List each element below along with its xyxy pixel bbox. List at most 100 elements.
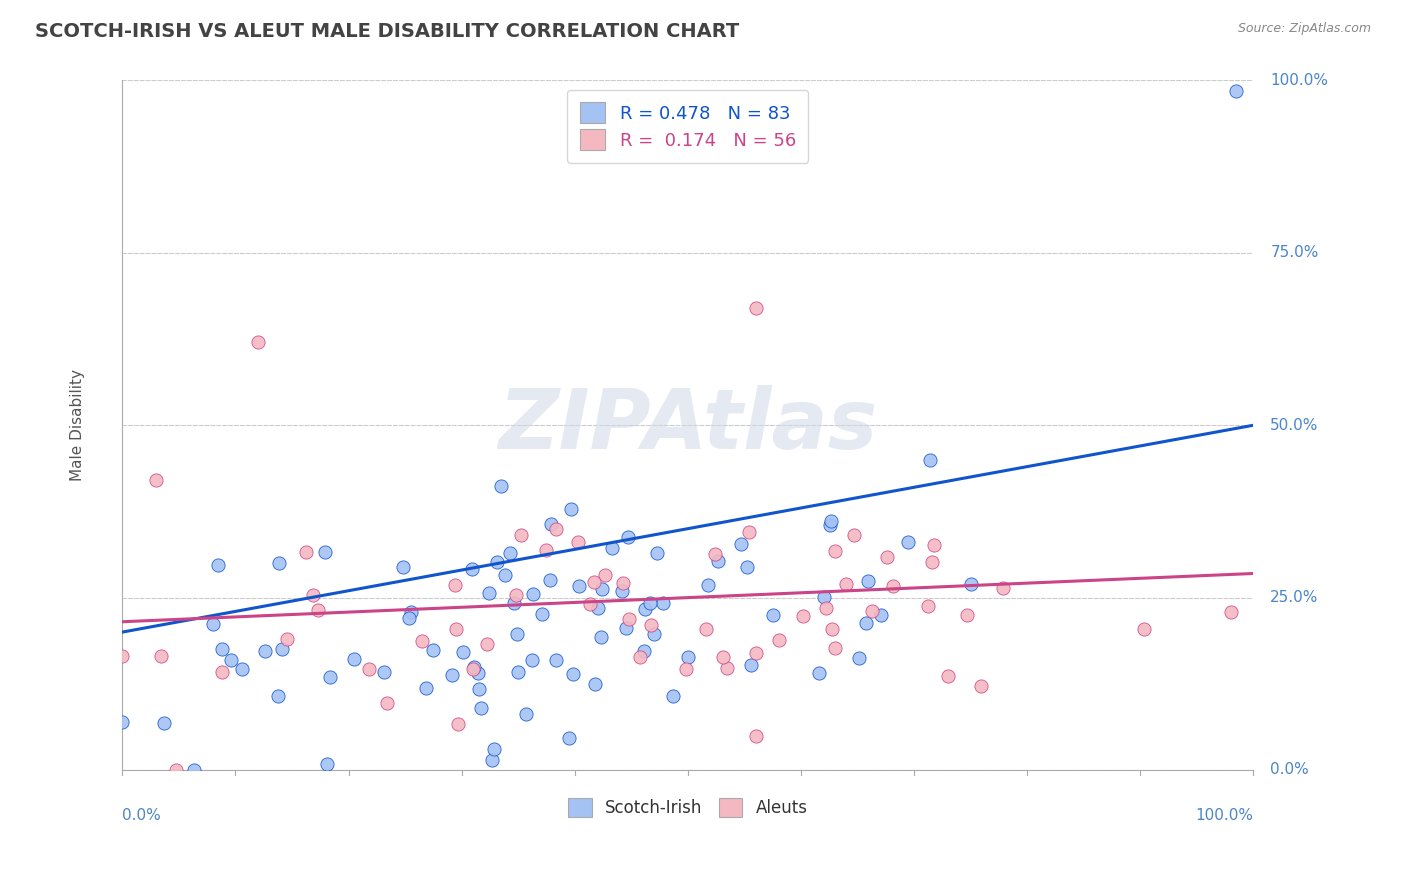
Point xyxy=(503,596,526,610)
Point xyxy=(302,588,325,602)
Point xyxy=(540,517,562,532)
Point xyxy=(558,731,581,745)
Text: Source: ZipAtlas.com: Source: ZipAtlas.com xyxy=(1237,22,1371,36)
Point xyxy=(505,588,527,602)
Point xyxy=(633,644,655,658)
Text: 75.0%: 75.0% xyxy=(1271,245,1319,260)
Point xyxy=(568,579,591,593)
Point xyxy=(824,544,846,558)
Point xyxy=(616,621,638,635)
Point xyxy=(813,590,835,604)
Point xyxy=(546,653,568,667)
Point xyxy=(815,601,838,615)
Point xyxy=(415,681,437,695)
Point xyxy=(375,696,398,710)
Point xyxy=(762,608,785,623)
Point xyxy=(231,662,253,676)
Point xyxy=(467,666,489,681)
Point xyxy=(695,622,717,636)
Point xyxy=(491,479,513,493)
Point xyxy=(676,650,699,665)
Point xyxy=(938,668,960,682)
Point xyxy=(253,644,276,658)
Point xyxy=(634,601,657,615)
Point xyxy=(509,527,531,541)
Point xyxy=(848,651,870,665)
Point xyxy=(515,706,537,721)
Point xyxy=(463,662,485,676)
Point xyxy=(640,596,662,610)
Point xyxy=(740,657,762,672)
Point xyxy=(477,637,499,651)
Point xyxy=(271,642,294,657)
Text: 0.0%: 0.0% xyxy=(1271,763,1309,778)
Point xyxy=(522,587,544,601)
Point xyxy=(737,524,759,539)
Point xyxy=(499,546,522,560)
Point xyxy=(451,645,474,659)
Point xyxy=(343,652,366,666)
Point xyxy=(295,545,318,559)
Point xyxy=(207,558,229,573)
Legend: Scotch-Irish, Aleuts: Scotch-Irish, Aleuts xyxy=(561,791,814,823)
Point xyxy=(711,650,734,665)
Point xyxy=(463,659,485,673)
Point xyxy=(111,649,134,664)
Text: 100.0%: 100.0% xyxy=(1271,73,1329,88)
Point xyxy=(876,550,898,565)
Text: ZIPAtlas: ZIPAtlas xyxy=(498,384,877,466)
Point xyxy=(247,335,270,350)
Point xyxy=(467,682,489,697)
Point xyxy=(1219,605,1241,619)
Point xyxy=(820,518,842,533)
Point xyxy=(461,562,484,576)
Point xyxy=(446,622,468,636)
Point xyxy=(211,665,233,680)
Point xyxy=(735,559,758,574)
Point xyxy=(586,601,609,615)
Point xyxy=(768,632,790,647)
Point xyxy=(145,474,167,488)
Point xyxy=(111,714,134,729)
Point xyxy=(567,535,589,549)
Point xyxy=(645,546,668,560)
Point xyxy=(595,567,617,582)
Point xyxy=(482,742,505,756)
Point xyxy=(544,522,567,536)
Point xyxy=(391,560,413,574)
Point xyxy=(730,536,752,550)
Point xyxy=(578,597,600,611)
Point xyxy=(703,547,725,561)
Point xyxy=(792,609,814,624)
Point xyxy=(955,608,977,623)
Point xyxy=(617,612,640,626)
Point xyxy=(494,568,516,582)
Point xyxy=(821,623,844,637)
Text: 50.0%: 50.0% xyxy=(1271,417,1319,433)
Point xyxy=(993,581,1015,595)
Point xyxy=(628,650,651,665)
Text: Male Disability: Male Disability xyxy=(69,369,84,482)
Point xyxy=(745,646,768,660)
Point xyxy=(591,582,613,596)
Point xyxy=(640,618,662,632)
Point xyxy=(860,604,883,618)
Point xyxy=(744,301,766,315)
Point xyxy=(562,667,585,681)
Point xyxy=(675,662,697,676)
Point xyxy=(267,556,290,570)
Text: SCOTCH-IRISH VS ALEUT MALE DISABILITY CORRELATION CHART: SCOTCH-IRISH VS ALEUT MALE DISABILITY CO… xyxy=(35,22,740,41)
Point xyxy=(835,577,858,591)
Point xyxy=(922,538,945,552)
Point xyxy=(149,648,172,663)
Point xyxy=(153,716,176,731)
Text: 0.0%: 0.0% xyxy=(122,808,162,823)
Point xyxy=(183,763,205,777)
Point xyxy=(534,543,557,558)
Point xyxy=(318,670,340,684)
Point xyxy=(696,578,718,592)
Point xyxy=(486,556,509,570)
Point xyxy=(373,665,395,680)
Point xyxy=(202,617,225,632)
Point xyxy=(441,668,464,682)
